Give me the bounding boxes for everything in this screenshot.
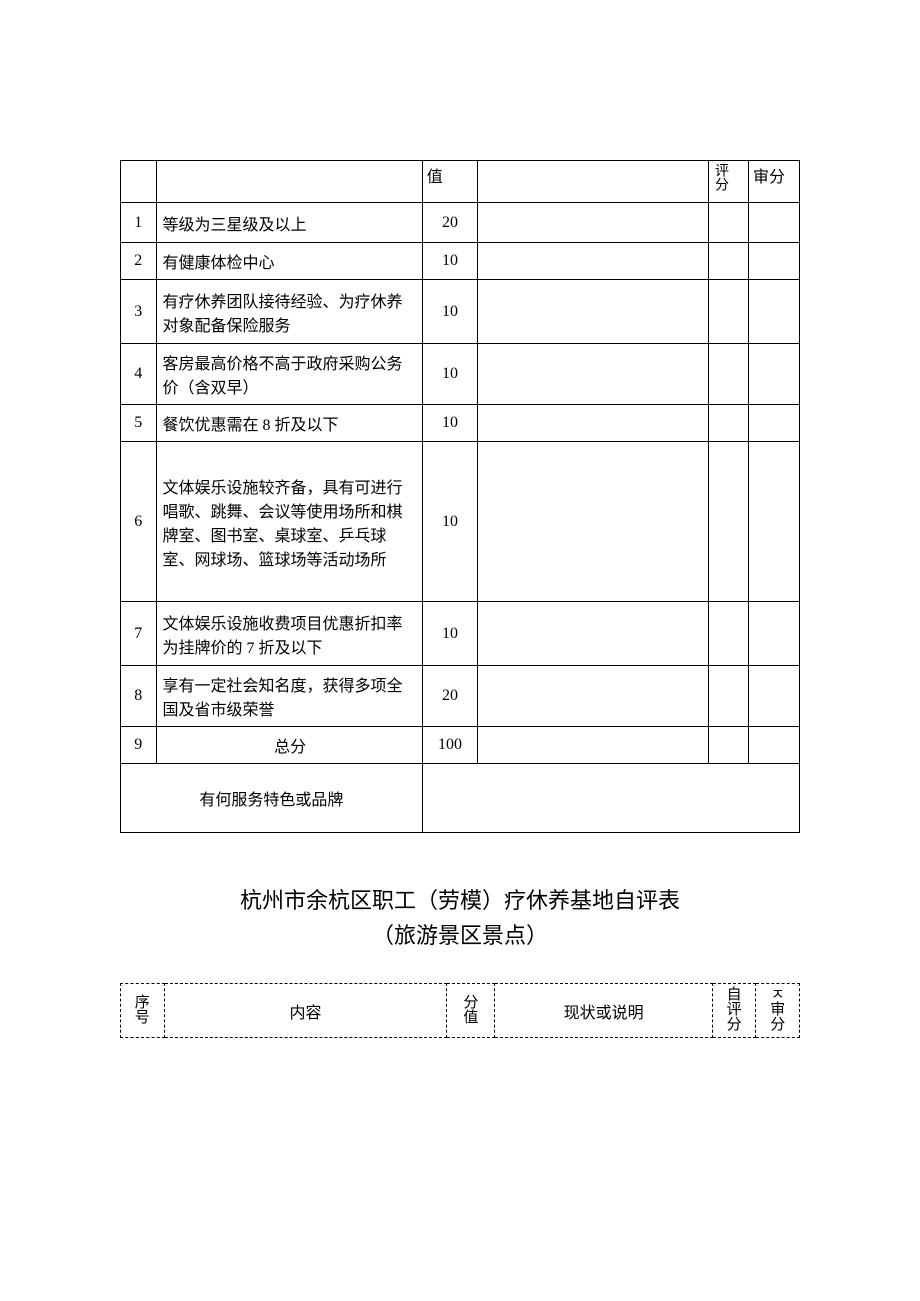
row-audit-score bbox=[748, 344, 799, 405]
header-value: 值 bbox=[422, 161, 477, 203]
row-num: 5 bbox=[121, 405, 157, 442]
row-self-score bbox=[709, 405, 749, 442]
row-status bbox=[478, 243, 709, 280]
header-status bbox=[478, 161, 709, 203]
table1-header-row: 值 评分 审分 bbox=[121, 161, 800, 203]
row-num: 6 bbox=[121, 442, 157, 602]
table-row: 8享有一定社会知名度，获得多项全国及省市级荣誉20 bbox=[121, 666, 800, 727]
row-audit-score bbox=[748, 203, 799, 243]
row-audit-score bbox=[748, 602, 799, 666]
row-status bbox=[478, 344, 709, 405]
row-value: 10 bbox=[422, 243, 477, 280]
row-status bbox=[478, 602, 709, 666]
title-line2: （旅游景区景点） bbox=[120, 918, 800, 953]
row-content: 等级为三星级及以上 bbox=[156, 203, 422, 243]
row-self-score bbox=[709, 602, 749, 666]
evaluation-table-2: 序 号 内容 分 值 现状或说明 自 评 分 ㅈ 审 分 bbox=[120, 983, 800, 1038]
row-content: 文体娱乐设施较齐备，具有可进行唱歌、跳舞、会议等使用场所和棋牌室、图书室、桌球室… bbox=[156, 442, 422, 602]
feature-value bbox=[422, 764, 799, 833]
row-value: 20 bbox=[422, 203, 477, 243]
row-self-score bbox=[709, 727, 749, 764]
row-status bbox=[478, 280, 709, 344]
t2-header-self: 自 评 分 bbox=[712, 984, 756, 1038]
t2-header-audit: ㅈ 审 分 bbox=[756, 984, 800, 1038]
row-self-score bbox=[709, 203, 749, 243]
row-self-score bbox=[709, 442, 749, 602]
t2-header-value: 分 值 bbox=[447, 984, 495, 1038]
table-row: 9总分100 bbox=[121, 727, 800, 764]
row-content: 文体娱乐设施收费项目优惠折扣率为挂牌价的 7 折及以下 bbox=[156, 602, 422, 666]
table-row: 1等级为三星级及以上20 bbox=[121, 203, 800, 243]
row-num: 3 bbox=[121, 280, 157, 344]
row-content: 餐饮优惠需在 8 折及以下 bbox=[156, 405, 422, 442]
row-value: 10 bbox=[422, 344, 477, 405]
table1-body: 1等级为三星级及以上202有健康体检中心103有疗休养团队接待经验、为疗休养对象… bbox=[121, 203, 800, 764]
row-self-score bbox=[709, 243, 749, 280]
row-content: 客房最高价格不高于政府采购公务价（含双早） bbox=[156, 344, 422, 405]
row-status bbox=[478, 666, 709, 727]
table-row: 7文体娱乐设施收费项目优惠折扣率为挂牌价的 7 折及以下10 bbox=[121, 602, 800, 666]
row-audit-score bbox=[748, 405, 799, 442]
row-value: 10 bbox=[422, 280, 477, 344]
row-num: 7 bbox=[121, 602, 157, 666]
row-self-score bbox=[709, 344, 749, 405]
evaluation-table-1: 值 评分 审分 1等级为三星级及以上202有健康体检中心103有疗休养团队接待经… bbox=[120, 160, 800, 833]
row-status bbox=[478, 727, 709, 764]
row-content: 总分 bbox=[156, 727, 422, 764]
feature-label: 有何服务特色或品牌 bbox=[121, 764, 423, 833]
feature-row: 有何服务特色或品牌 bbox=[121, 764, 800, 833]
row-num: 9 bbox=[121, 727, 157, 764]
row-num: 8 bbox=[121, 666, 157, 727]
row-status bbox=[478, 442, 709, 602]
t2-header-content: 内容 bbox=[164, 984, 447, 1038]
header-num bbox=[121, 161, 157, 203]
row-audit-score bbox=[748, 280, 799, 344]
table-row: 4客房最高价格不高于政府采购公务价（含双早）10 bbox=[121, 344, 800, 405]
header-audit-score: 审分 bbox=[748, 161, 799, 203]
row-audit-score bbox=[748, 666, 799, 727]
t2-header-status: 现状或说明 bbox=[495, 984, 713, 1038]
row-status bbox=[478, 203, 709, 243]
table-row: 5餐饮优惠需在 8 折及以下10 bbox=[121, 405, 800, 442]
row-value: 20 bbox=[422, 666, 477, 727]
row-content: 有疗休养团队接待经验、为疗休养对象配备保险服务 bbox=[156, 280, 422, 344]
header-self-score: 评分 bbox=[709, 161, 749, 203]
row-value: 10 bbox=[422, 442, 477, 602]
row-audit-score bbox=[748, 727, 799, 764]
row-value: 10 bbox=[422, 602, 477, 666]
row-content: 有健康体检中心 bbox=[156, 243, 422, 280]
table-row: 3有疗休养团队接待经验、为疗休养对象配备保险服务10 bbox=[121, 280, 800, 344]
row-self-score bbox=[709, 280, 749, 344]
row-status bbox=[478, 405, 709, 442]
row-num: 2 bbox=[121, 243, 157, 280]
row-audit-score bbox=[748, 442, 799, 602]
row-value: 100 bbox=[422, 727, 477, 764]
row-content: 享有一定社会知名度，获得多项全国及省市级荣誉 bbox=[156, 666, 422, 727]
row-self-score bbox=[709, 666, 749, 727]
table2-header-row: 序 号 内容 分 值 现状或说明 自 评 分 ㅈ 审 分 bbox=[121, 984, 800, 1038]
table-row: 2有健康体检中心10 bbox=[121, 243, 800, 280]
t2-header-num: 序 号 bbox=[121, 984, 165, 1038]
table-row: 6文体娱乐设施较齐备，具有可进行唱歌、跳舞、会议等使用场所和棋牌室、图书室、桌球… bbox=[121, 442, 800, 602]
row-audit-score bbox=[748, 243, 799, 280]
document-title: 杭州市余杭区职工（劳模）疗休养基地自评表 （旅游景区景点） bbox=[120, 883, 800, 953]
title-line1: 杭州市余杭区职工（劳模）疗休养基地自评表 bbox=[120, 883, 800, 918]
row-value: 10 bbox=[422, 405, 477, 442]
row-num: 4 bbox=[121, 344, 157, 405]
row-num: 1 bbox=[121, 203, 157, 243]
header-content bbox=[156, 161, 422, 203]
